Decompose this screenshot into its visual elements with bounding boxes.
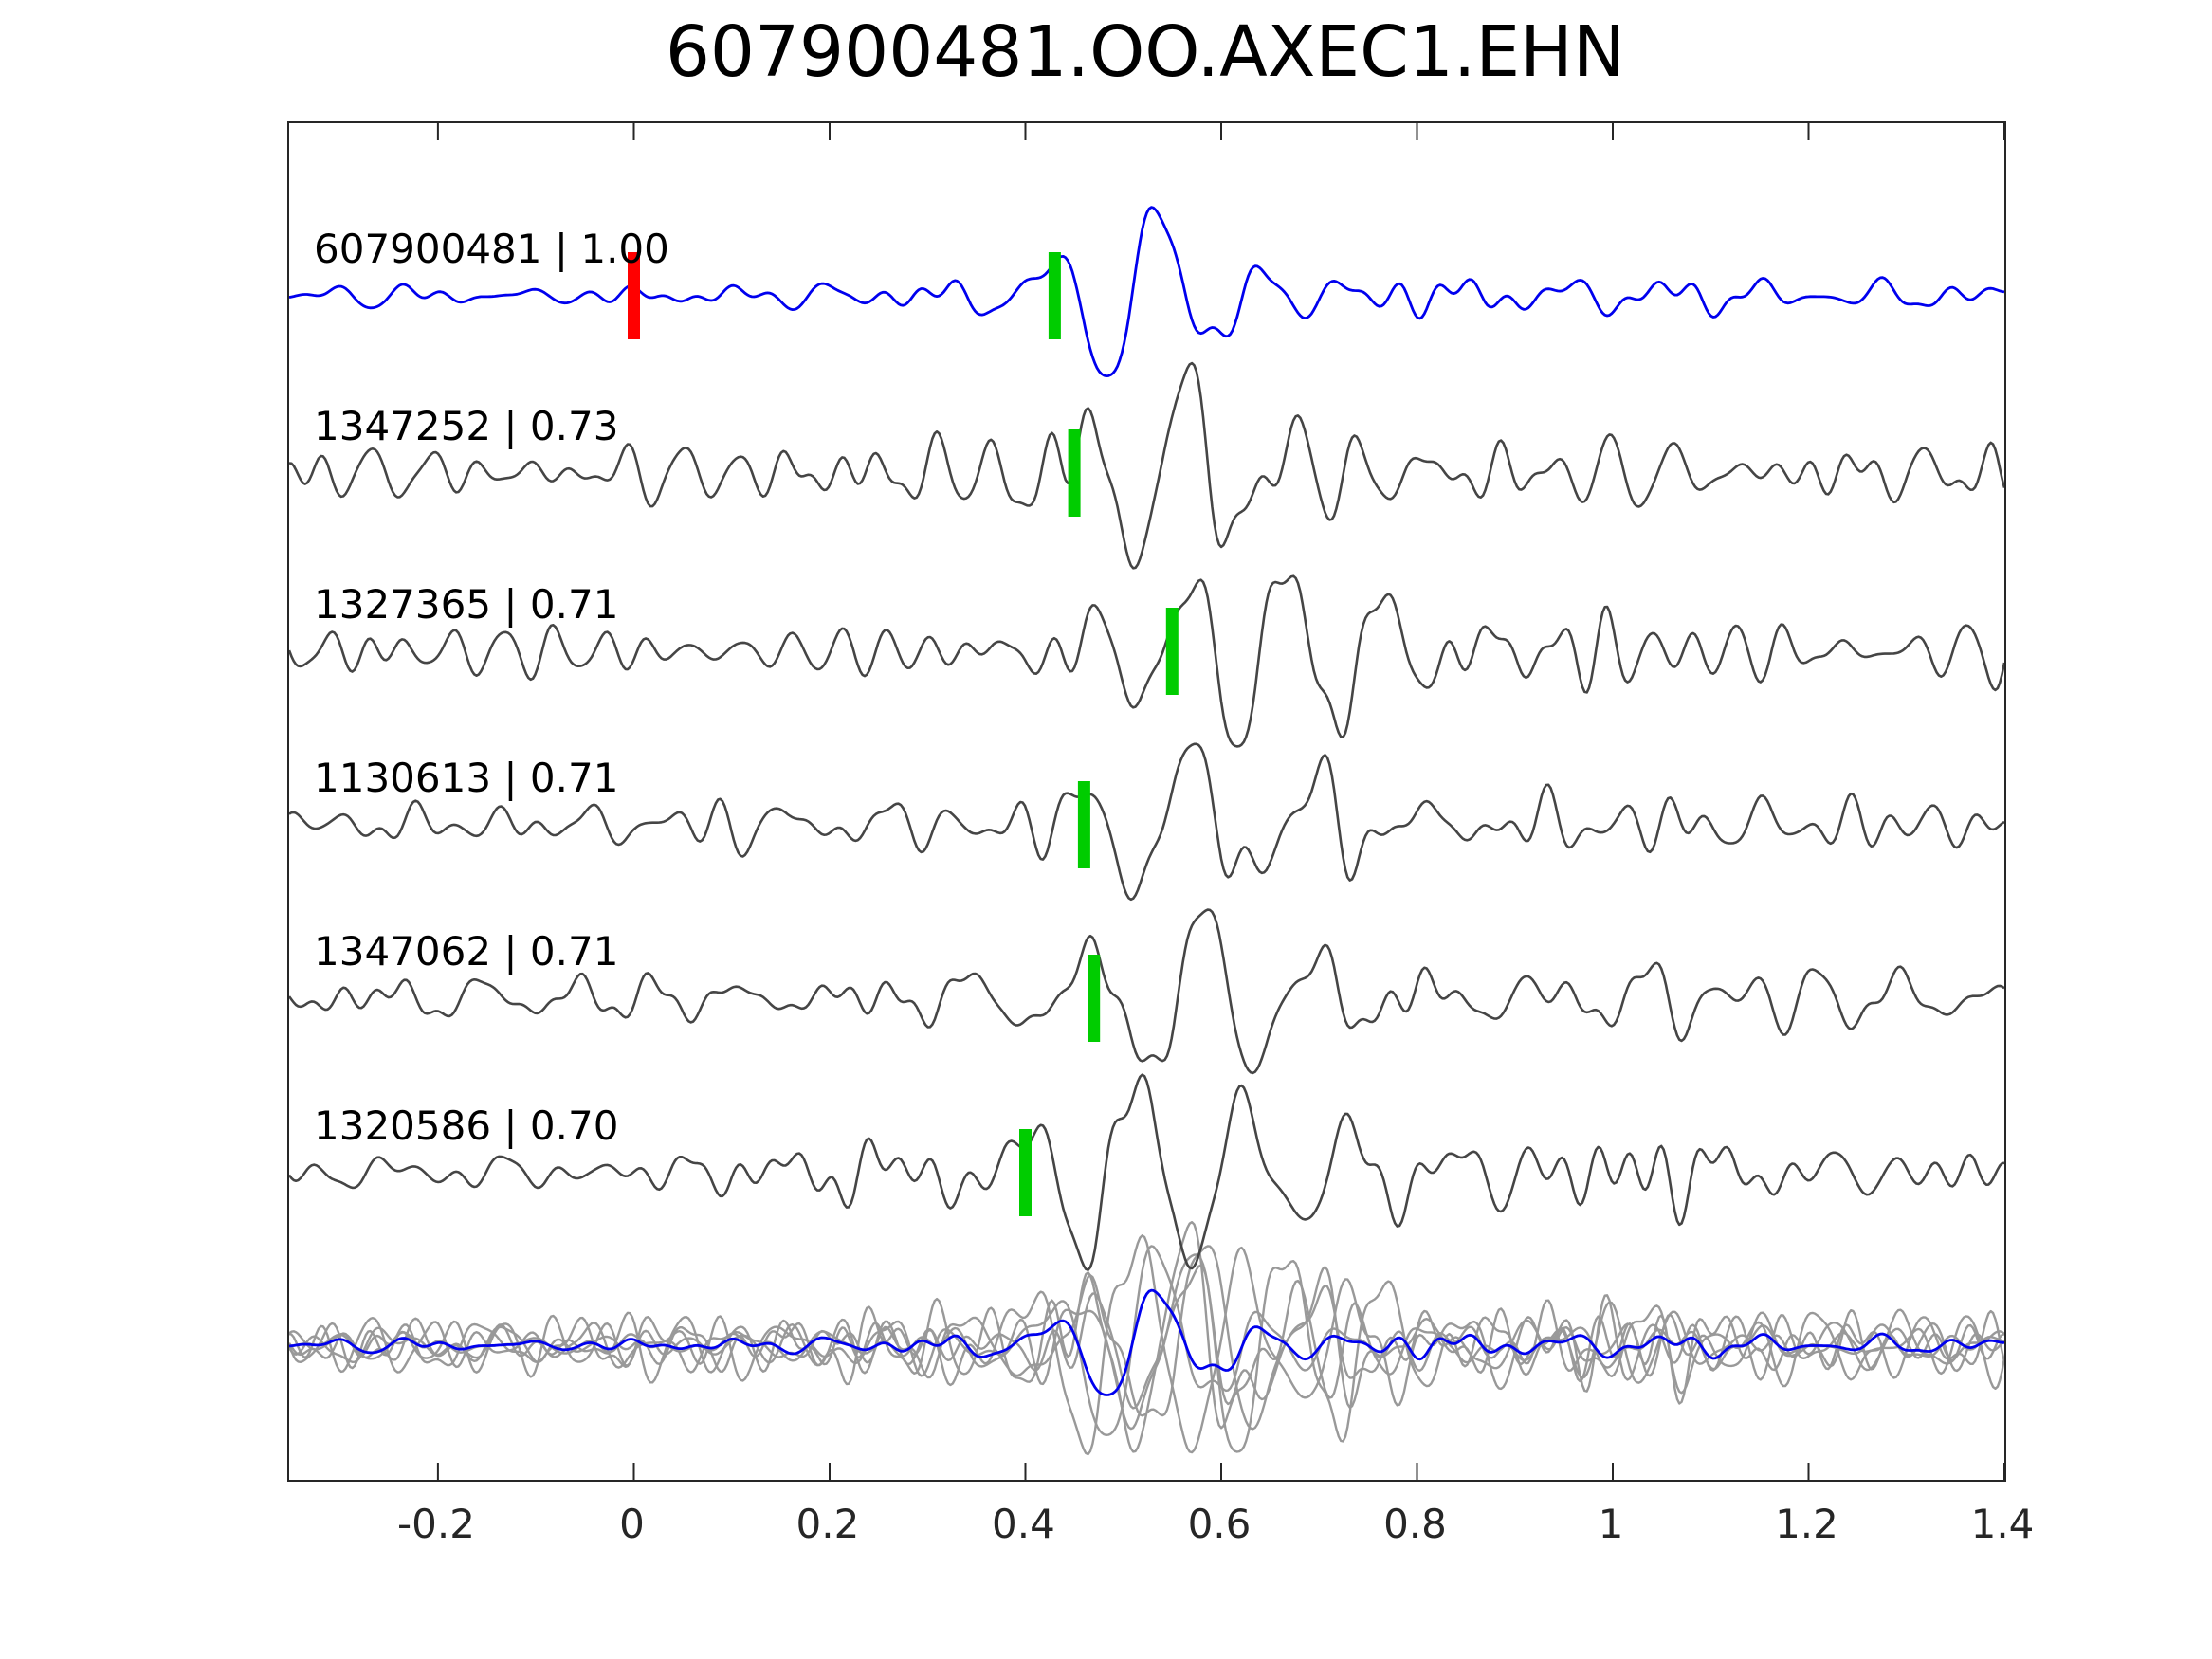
overlay-detection-trace xyxy=(289,1245,2004,1431)
pick-time-marker xyxy=(1068,429,1081,517)
detection-trace xyxy=(289,1073,2004,1271)
pick-time-marker xyxy=(1088,955,1101,1042)
trace-label-1347252: 1347252 | 0.73 xyxy=(314,403,619,449)
overlay-detection-trace xyxy=(289,1245,2004,1437)
detection-trace xyxy=(289,908,2004,1075)
x-tick-label: 0.2 xyxy=(795,1501,860,1547)
pick-time-marker xyxy=(1165,608,1179,695)
pick-time-marker xyxy=(1077,781,1090,868)
overlay-template-trace xyxy=(289,1288,2004,1396)
plot-area: 607900481 | 1.00 1347252 | 0.73 1327365 … xyxy=(287,121,2006,1482)
trace-label-1130613: 1130613 | 0.71 xyxy=(314,755,619,801)
detection-trace xyxy=(289,742,2004,902)
plot-title: 607900481.OO.AXEC1.EHN xyxy=(665,11,1626,93)
pick-time-marker xyxy=(1019,1129,1032,1216)
detection-trace xyxy=(289,574,2004,748)
x-tick-label: 1 xyxy=(1598,1501,1624,1547)
overlay-detection-trace xyxy=(289,1253,2004,1431)
x-tick-label: 0.4 xyxy=(992,1501,1055,1547)
x-tick-label: 1.2 xyxy=(1775,1501,1838,1547)
waveform-canvas xyxy=(289,123,2004,1480)
overlay-detection-trace xyxy=(289,1234,2004,1456)
trace-label-1347062: 1347062 | 0.71 xyxy=(314,928,619,975)
x-tick-label: 1.4 xyxy=(1970,1501,2035,1547)
x-tick-label: 0.6 xyxy=(1187,1501,1252,1547)
x-tick-label: -0.2 xyxy=(396,1501,475,1547)
trace-label-1320586: 1320586 | 0.70 xyxy=(314,1103,619,1149)
trace-label-607900481: 607900481 | 1.00 xyxy=(314,226,669,272)
x-tick-label: 0 xyxy=(619,1501,645,1547)
x-tick-label: 0.8 xyxy=(1383,1501,1447,1547)
detection-trace xyxy=(289,361,2004,570)
pick-time-marker xyxy=(1048,252,1061,339)
trace-label-1327365: 1327365 | 0.71 xyxy=(314,581,619,628)
zero-time-marker xyxy=(628,252,640,339)
overlay-detection-trace xyxy=(289,1259,2004,1453)
template-trace xyxy=(289,206,2004,378)
